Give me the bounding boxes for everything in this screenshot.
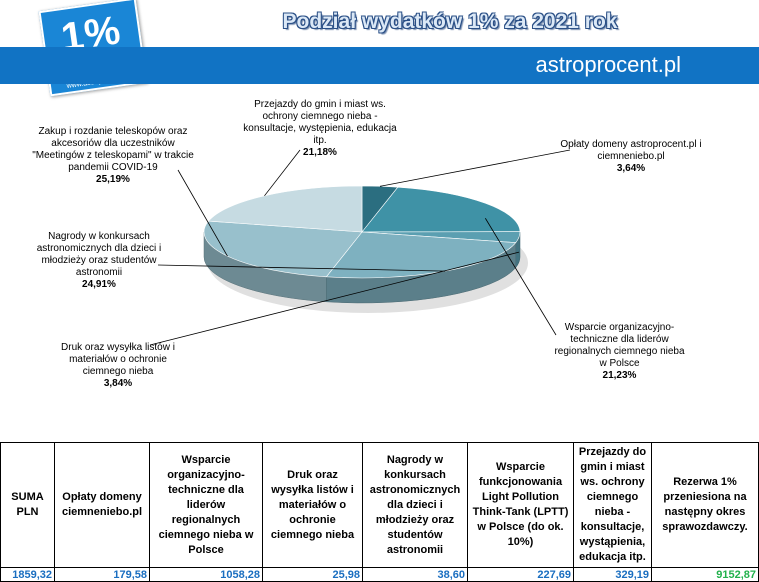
- banner: astroprocent.pl: [0, 47, 759, 84]
- label-druk-value: 3,84%: [103, 378, 133, 389]
- header-rezerwa: Rezerwa 1% przeniesiona na następny okre…: [651, 442, 759, 568]
- label-nagrody: Nagrody w konkursach astronomicznych dla…: [25, 231, 173, 291]
- expense-table: SUMA PLN Opłaty domeny ciemneniebo.pl Ws…: [0, 442, 759, 582]
- label-zakup-value: 25,19%: [96, 174, 130, 185]
- header-suma: SUMA PLN: [0, 442, 55, 568]
- table-header-row: SUMA PLN Opłaty domeny ciemneniebo.pl Ws…: [0, 442, 759, 568]
- value-nagrody: 38,60: [362, 567, 468, 582]
- label-wsparcie-value: 21,23%: [602, 370, 637, 381]
- slice-zakup: [203, 220, 363, 278]
- header-wsparcie: Wsparcie organizacyjno-techniczne dla li…: [149, 442, 263, 568]
- leader-line-zakup: [177, 169, 228, 257]
- leader-line-przejazdy: [264, 149, 301, 197]
- label-druk-text: Druk oraz wysyłka listów i materiałów o …: [61, 342, 175, 377]
- value-suma: 1859,32: [0, 567, 55, 582]
- label-nagrody-value: 24,91%: [82, 279, 116, 290]
- header-przejazdy: Przejazdy do gmin i miast ws. ochrony ci…: [573, 442, 652, 568]
- label-zakup-text: Zakup i rozdanie teleskopów oraz akcesor…: [32, 126, 194, 173]
- value-wsparcie: 1058,28: [149, 567, 263, 582]
- leader-line-nagrody: [157, 264, 446, 272]
- label-przejazdy: Przejazdy do gmin i miast ws. ochrony ci…: [240, 99, 400, 159]
- leader-line-domeny: [379, 149, 571, 187]
- leader-line-druk: [149, 251, 520, 346]
- value-przejazdy: 329,19: [573, 567, 652, 582]
- value-domeny: 179,58: [54, 567, 150, 582]
- label-wsparcie-text: Wsparcie organizacyjno-techniczne dla li…: [554, 322, 685, 369]
- header-lptt: Wsparcie funkcjonowania Light Pollution …: [467, 442, 574, 568]
- header-nagrody: Nagrody w konkursach astronomicznych dla…: [362, 442, 468, 568]
- label-przejazdy-value: 21,18%: [303, 147, 337, 158]
- label-nagrody-text: Nagrody w konkursach astronomicznych dla…: [36, 231, 162, 278]
- label-zakup: Zakup i rozdanie teleskopów oraz akcesor…: [28, 126, 198, 186]
- value-rezerwa: 9152,87: [651, 567, 759, 582]
- table-row: 1859,32 179,58 1058,28 25,98 38,60 227,6…: [0, 567, 759, 582]
- banner-text: astroprocent.pl: [535, 52, 681, 77]
- label-domeny-text: Opłaty domeny astroprocent.pl i ciemneni…: [560, 139, 702, 162]
- header-druk: Druk oraz wysyłka listów i materiałów o …: [262, 442, 363, 568]
- pie-chart: [149, 149, 571, 346]
- slice-wsparcie: [361, 186, 521, 233]
- label-wsparcie: Wsparcie organizacyjno-techniczne dla li…: [552, 322, 687, 382]
- value-lptt: 227,69: [467, 567, 574, 582]
- value-druk: 25,98: [262, 567, 363, 582]
- leader-line-wsparcie: [485, 218, 557, 336]
- label-przejazdy-text: Przejazdy do gmin i miast ws. ochrony ci…: [243, 99, 397, 146]
- label-domeny-value: 3,64%: [616, 163, 646, 174]
- page-title: Podział wydatków 1% za 2021 rok: [282, 10, 618, 33]
- label-druk: Druk oraz wysyłka listów i materiałów o …: [53, 342, 183, 390]
- header-domeny: Opłaty domeny ciemneniebo.pl: [54, 442, 150, 568]
- label-domeny: Opłaty domeny astroprocent.pl i ciemneni…: [556, 139, 706, 175]
